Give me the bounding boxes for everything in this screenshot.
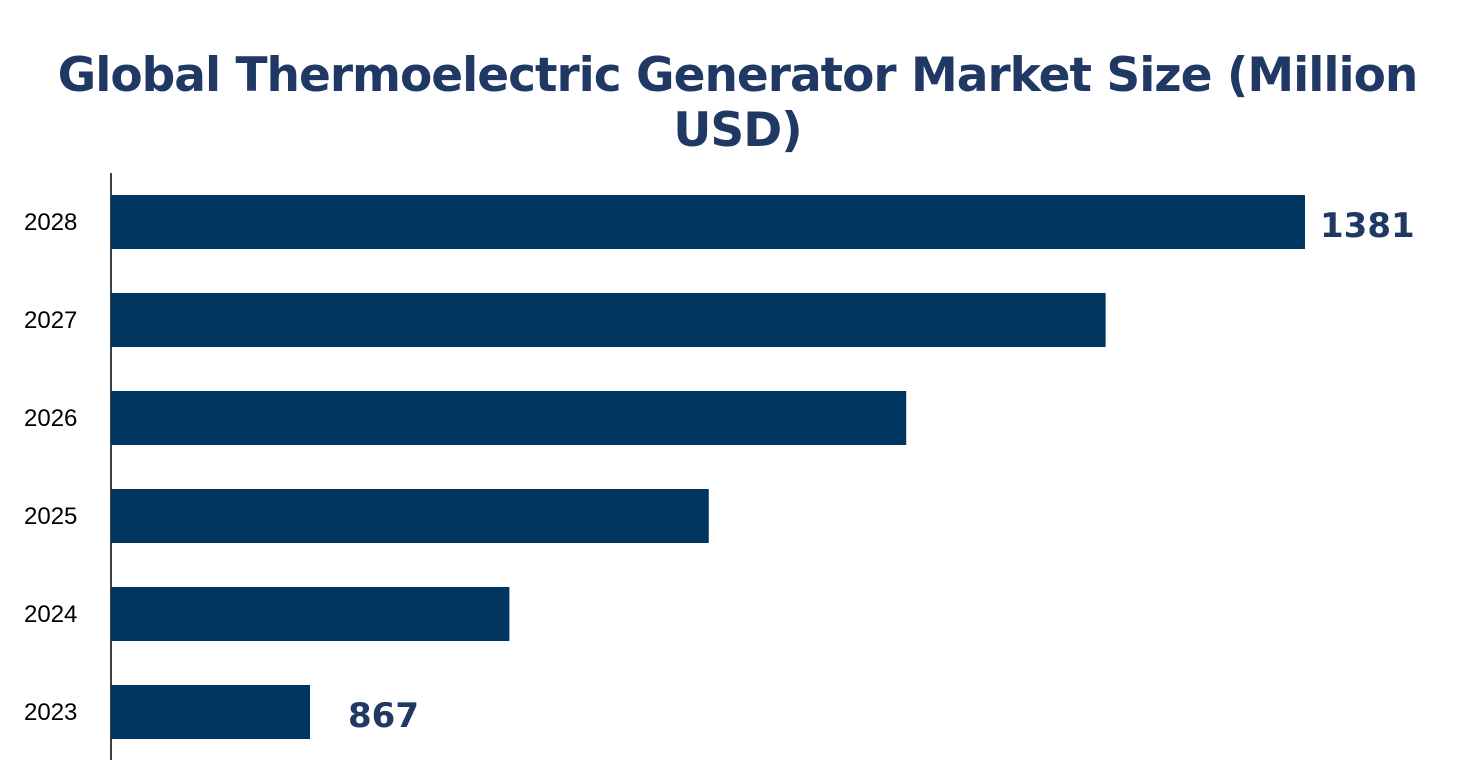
chart-title: Global Thermoelectric Generator Market S…: [57, 48, 1419, 158]
bar-2025: [111, 489, 709, 543]
bar-2026: [111, 391, 907, 445]
bar-2023: [111, 685, 310, 739]
y-tick-label: 2024: [24, 601, 77, 628]
data-label-2023: 867: [348, 696, 419, 736]
bar-2028: [111, 195, 1305, 249]
y-tick-label: 2027: [24, 307, 77, 334]
data-label-2028: 1381: [1320, 206, 1415, 246]
y-tick-label: 2025: [24, 503, 77, 530]
bar-2027: [111, 293, 1106, 347]
y-tick-label: 2026: [24, 405, 77, 432]
y-tick-label: 2023: [24, 699, 77, 726]
bar-2024: [111, 587, 510, 641]
y-tick-label: 2028: [24, 209, 77, 236]
